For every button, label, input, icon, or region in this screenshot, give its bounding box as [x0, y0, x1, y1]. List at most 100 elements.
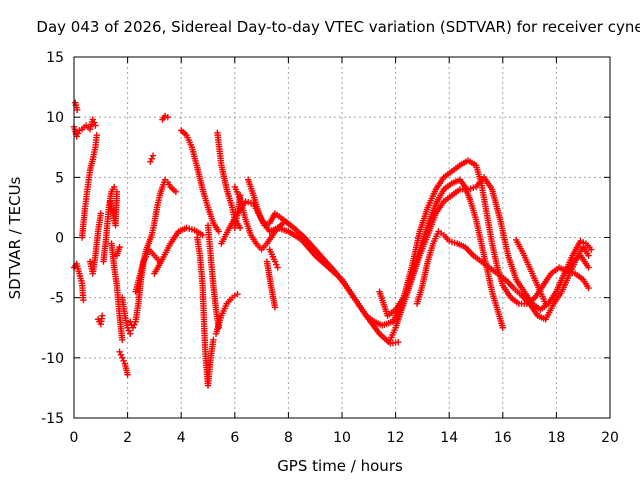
data-point [117, 351, 125, 359]
data-point [199, 231, 206, 239]
y-tick-label: 15 [46, 50, 64, 66]
y-tick-label: -15 [41, 411, 64, 427]
y-tick-label: -5 [50, 291, 64, 307]
series-track-11 [113, 243, 123, 259]
data-point [148, 155, 155, 162]
x-tick-label: 2 [123, 430, 132, 446]
series-track-02 [72, 99, 81, 114]
series-track-06 [94, 312, 106, 328]
data-point [585, 252, 592, 259]
y-axis-label: SDTVAR / TECUs [6, 176, 24, 299]
series-track-01 [70, 116, 99, 140]
data-point [97, 210, 104, 217]
x-tick-label: 10 [333, 430, 351, 446]
series-track-07 [100, 183, 118, 265]
series-track-04 [78, 132, 100, 241]
data-point [119, 336, 126, 343]
data-point [215, 228, 222, 235]
data-point [236, 192, 244, 199]
data-point [542, 300, 549, 307]
data-point [274, 264, 281, 271]
series-track-25 [245, 176, 402, 347]
y-tick-label: 5 [55, 170, 64, 186]
x-tick-label: 6 [230, 430, 239, 446]
data-point [127, 318, 134, 325]
data-point [116, 348, 123, 356]
series-track-28 [266, 246, 281, 271]
series-track-22 [212, 290, 241, 337]
series-track-17 [151, 224, 206, 277]
series-track-08 [106, 188, 121, 229]
data-point [90, 119, 98, 126]
data-point [124, 371, 131, 378]
x-tick-label: 18 [547, 430, 565, 446]
series-track-09 [108, 240, 126, 343]
data-point [124, 324, 131, 331]
data-point [131, 321, 138, 328]
series-track-14 [132, 176, 180, 295]
data-point [98, 312, 106, 319]
chart-title: Day 043 of 2026, Sidereal Day-to-day VTE… [36, 18, 640, 36]
data-point [73, 133, 80, 140]
series-track-27 [263, 258, 279, 311]
plot-frame [73, 56, 611, 419]
data-point [113, 188, 121, 195]
data-point [120, 357, 127, 365]
data-point [395, 338, 402, 346]
data-point [271, 258, 279, 265]
x-tick-label: 8 [284, 430, 293, 446]
x-tick-label: 4 [177, 430, 186, 446]
series-track-18 [178, 127, 222, 235]
data-point [74, 106, 81, 114]
data-point [89, 116, 96, 123]
series-track-34 [553, 237, 595, 295]
series-track-19 [194, 234, 217, 389]
x-tick-label: 16 [494, 430, 512, 446]
series-track-30 [387, 176, 506, 343]
series-track-10 [116, 348, 131, 378]
series-track-33 [513, 236, 549, 307]
data-point [585, 264, 592, 271]
data-point [234, 290, 241, 298]
data-point [271, 304, 279, 311]
data-point [147, 158, 154, 165]
data-point [273, 261, 280, 268]
data-point [210, 336, 217, 343]
data-point [149, 152, 157, 159]
series-track-20 [204, 222, 222, 331]
series-track-15 [147, 152, 157, 165]
x-tick-label: 12 [387, 430, 405, 446]
data-point [80, 296, 87, 304]
series-track-32 [413, 228, 592, 323]
data-point [111, 183, 118, 191]
data-points [70, 99, 595, 389]
series-track-03 [70, 260, 87, 304]
series-track-05 [86, 210, 104, 277]
data-point [119, 354, 126, 362]
data-point [236, 224, 244, 232]
grid-layer [74, 57, 610, 418]
data-point [93, 132, 100, 139]
series-track-16 [159, 112, 171, 123]
y-tick-label: 10 [46, 110, 64, 126]
x-tick-label: 20 [601, 430, 619, 446]
data-point [172, 188, 180, 195]
data-point [116, 243, 123, 251]
x-tick-label: 0 [70, 430, 79, 446]
x-tick-label: 14 [440, 430, 458, 446]
data-point [129, 324, 137, 331]
y-tick-label: -10 [41, 351, 64, 367]
data-point [499, 324, 506, 331]
data-point [125, 327, 133, 334]
x-axis-label: GPS time / hours [277, 457, 403, 475]
data-point [588, 246, 595, 253]
data-point [92, 122, 99, 129]
y-tick-label: 0 [55, 231, 64, 247]
data-point [74, 130, 82, 137]
series-track-26 [231, 192, 244, 232]
data-point [164, 113, 171, 121]
series-track-12 [119, 294, 134, 337]
data-point [585, 284, 592, 292]
data-point [127, 330, 134, 337]
